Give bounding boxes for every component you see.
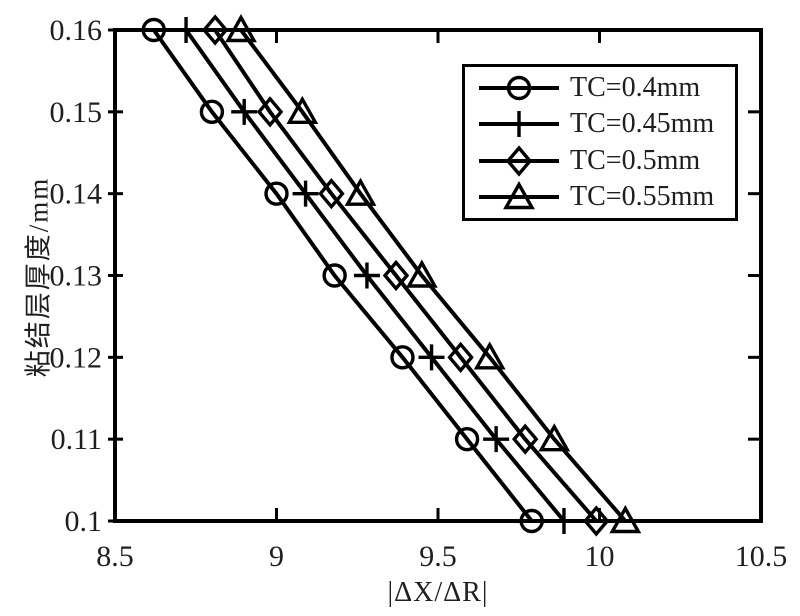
x-tick-label: 10.5 bbox=[735, 540, 788, 573]
x-tick-label: 9.5 bbox=[419, 540, 457, 573]
diamond-marker-icon bbox=[505, 144, 533, 177]
triangle-marker-icon bbox=[286, 95, 319, 125]
legend-label: TC=0.45mm bbox=[570, 108, 715, 140]
plus-marker-icon bbox=[173, 17, 200, 43]
triangle-marker-icon bbox=[344, 177, 377, 206]
plus-marker-icon bbox=[483, 426, 510, 453]
diamond-marker-icon bbox=[256, 96, 284, 128]
series-line bbox=[239, 28, 627, 523]
x-tick-label: 8.5 bbox=[96, 540, 134, 573]
legend-label: TC=0.5mm bbox=[570, 144, 701, 176]
plus-marker-icon bbox=[231, 98, 258, 125]
circle-marker-icon bbox=[199, 99, 225, 125]
y-tick-label: 0.16 bbox=[50, 14, 103, 47]
y-tick-label: 0.12 bbox=[50, 341, 103, 374]
triangle-marker-icon bbox=[538, 423, 571, 452]
plus-marker-icon bbox=[506, 111, 532, 138]
plus-marker-icon bbox=[292, 180, 319, 207]
legend-item-tc05: TC=0.5mm bbox=[477, 144, 735, 178]
plot-border bbox=[113, 28, 763, 523]
legend-box: TC=0.4mm TC=0.45mm TC=0.5mm TC=0.55mm bbox=[462, 64, 738, 221]
legend-item-tc04: TC=0.4mm bbox=[477, 71, 735, 105]
circle-marker-icon bbox=[506, 75, 532, 101]
legend-item-tc045: TC=0.45mm bbox=[477, 107, 735, 141]
triangle-marker-icon bbox=[225, 14, 257, 43]
x-axis-label: |ΔX/ΔR| bbox=[387, 577, 489, 608]
series-line bbox=[152, 28, 534, 523]
circle-marker-icon bbox=[264, 181, 289, 206]
x-tick-label: 9 bbox=[269, 540, 284, 573]
triangle-marker-icon bbox=[479, 180, 559, 210]
triangle-marker-icon bbox=[405, 259, 438, 288]
diamond-marker-icon bbox=[382, 259, 410, 292]
plus-marker-icon bbox=[353, 262, 380, 289]
y-axis-label: 粘结层厚度/mm bbox=[23, 176, 54, 378]
legend-item-tc055: TC=0.55mm bbox=[477, 180, 735, 214]
legend-label: TC=0.4mm bbox=[570, 72, 701, 104]
diamond-marker-icon bbox=[511, 423, 539, 455]
circle-marker-icon bbox=[519, 508, 544, 534]
x-tick-label: 10 bbox=[585, 540, 615, 573]
circle-marker-icon bbox=[322, 263, 347, 288]
diamond-marker-icon bbox=[201, 14, 229, 46]
legend-label: TC=0.55mm bbox=[570, 180, 715, 212]
plus-marker-icon bbox=[479, 111, 559, 138]
triangle-marker-icon bbox=[473, 341, 506, 370]
circle-marker-icon bbox=[390, 345, 415, 370]
diamond-marker-icon bbox=[583, 505, 610, 537]
circle-marker-icon bbox=[141, 17, 166, 43]
y-tick-label: 0.13 bbox=[50, 260, 103, 293]
diamond-marker-icon bbox=[479, 144, 559, 177]
diamond-marker-icon bbox=[318, 178, 345, 210]
plus-marker-icon bbox=[418, 344, 445, 371]
y-tick-label: 0.1 bbox=[65, 505, 103, 538]
plus-marker-icon bbox=[550, 508, 577, 534]
y-tick-label: 0.14 bbox=[50, 178, 103, 211]
triangle-marker-icon bbox=[609, 505, 642, 534]
circle-marker-icon bbox=[454, 426, 480, 452]
y-tick-label: 0.15 bbox=[50, 96, 103, 129]
series-line bbox=[213, 28, 598, 523]
triangle-marker-icon bbox=[503, 180, 535, 210]
diamond-marker-icon bbox=[447, 341, 474, 373]
circle-marker-icon bbox=[479, 75, 559, 101]
y-tick-label: 0.11 bbox=[51, 423, 102, 456]
